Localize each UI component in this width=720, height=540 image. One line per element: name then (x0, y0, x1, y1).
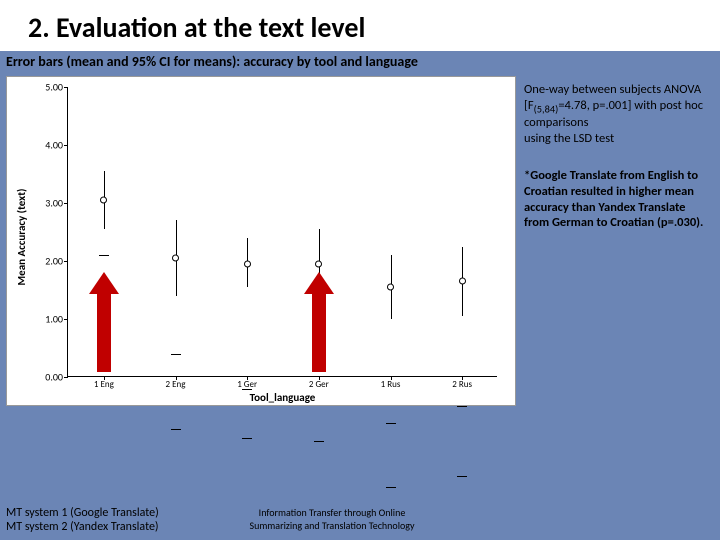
content-row: Mean Accuracy (text) Tool_language 5.004… (0, 76, 720, 406)
error-cap (314, 441, 324, 442)
x-tick-mark (104, 376, 105, 380)
error-bar (462, 247, 463, 317)
x-tick-mark (391, 376, 392, 380)
x-tick-mark (247, 376, 248, 380)
side-text: One-way between subjects ANOVA [F(5,84)=… (524, 76, 704, 406)
error-bar-chart: Mean Accuracy (text) Tool_language 5.004… (6, 76, 516, 406)
x-axis-label: Tool_language (68, 391, 497, 404)
x-tick-label: 2 Eng (166, 379, 186, 390)
legend-text: MT system 1 (Google Translate) MT system… (6, 506, 216, 534)
error-cap (457, 406, 467, 407)
mean-marker (315, 260, 322, 267)
y-axis-label: Mean Accuracy (text) (15, 189, 28, 286)
anova-stat-prefix: [F (524, 98, 534, 113)
y-tick-label: 1.00 (28, 313, 63, 326)
legend-item-2: MT system 2 (Yandex Translate) (6, 520, 216, 534)
plot-area: Tool_language 5.004.003.002.001.000.001 … (67, 87, 497, 377)
error-bar (104, 171, 105, 229)
error-bar (247, 238, 248, 287)
finding-text: *Google Translate from English to Croati… (524, 168, 704, 231)
error-cap (242, 438, 252, 439)
anova-line1: One-way between subjects ANOVA (524, 82, 701, 97)
y-tick-mark (64, 261, 68, 262)
mean-marker (100, 197, 107, 204)
y-tick-label: 3.00 (28, 197, 63, 210)
error-cap (457, 476, 467, 477)
error-bar (176, 220, 177, 295)
y-tick-mark (64, 203, 68, 204)
x-tick-mark (319, 376, 320, 380)
x-tick-label: 2 Rus (452, 379, 472, 390)
page-title: 2. Evaluation at the text level (0, 0, 720, 51)
mean-marker (459, 278, 466, 285)
footer-credit: Information Transfer through Online Summ… (232, 506, 432, 532)
mean-marker (387, 284, 394, 291)
error-cap (171, 429, 181, 430)
y-tick-mark (64, 145, 68, 146)
up-arrow-icon (304, 272, 334, 372)
anova-line3: using the LSD test (524, 131, 614, 146)
x-tick-label: 1 Rus (381, 379, 401, 390)
anova-df: (5,84) (534, 102, 559, 115)
y-tick-label: 5.00 (28, 81, 63, 94)
error-cap (386, 423, 396, 424)
up-arrow-icon (89, 272, 119, 372)
x-tick-label: 1 Eng (94, 379, 114, 390)
error-cap (171, 354, 181, 355)
y-tick-label: 2.00 (28, 255, 63, 268)
error-cap (386, 487, 396, 488)
legend-item-1: MT system 1 (Google Translate) (6, 506, 216, 520)
y-tick-mark (64, 377, 68, 378)
error-cap (99, 255, 109, 256)
y-tick-label: 4.00 (28, 139, 63, 152)
x-tick-label: 2 Ger (309, 379, 329, 390)
anova-text: One-way between subjects ANOVA [F(5,84)=… (524, 82, 704, 146)
subtitle: Error bars (mean and 95% CI for means): … (0, 51, 720, 76)
y-tick-label: 0.00 (28, 371, 63, 384)
y-tick-mark (64, 319, 68, 320)
error-cap (242, 389, 252, 390)
footer: MT system 1 (Google Translate) MT system… (6, 506, 566, 534)
x-tick-mark (176, 376, 177, 380)
x-tick-mark (462, 376, 463, 380)
mean-marker (244, 260, 251, 267)
error-bar (391, 255, 392, 319)
y-tick-mark (64, 87, 68, 88)
mean-marker (172, 255, 179, 262)
